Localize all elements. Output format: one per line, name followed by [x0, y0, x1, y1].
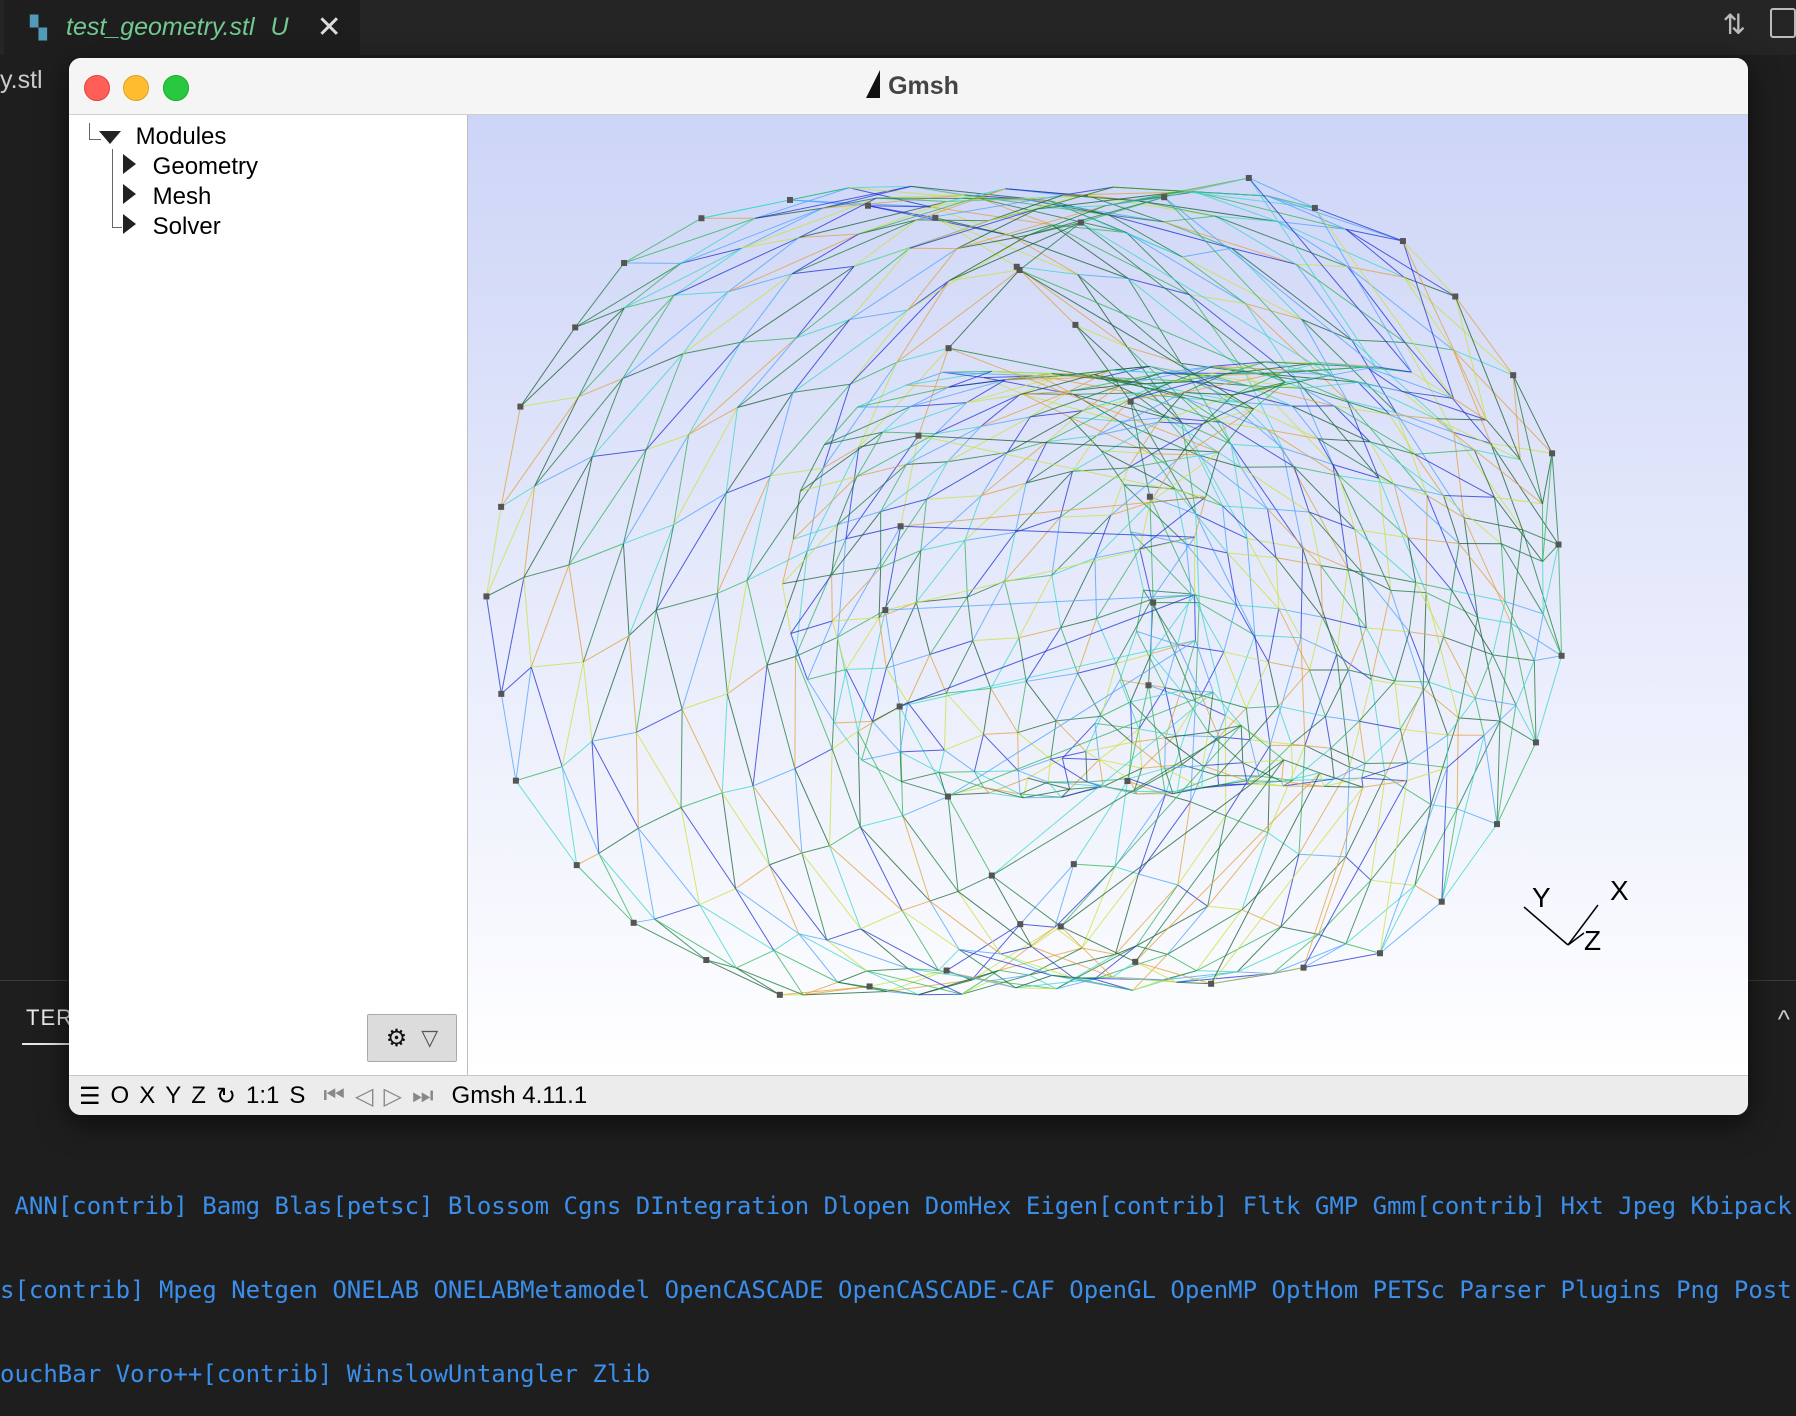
view-z-button[interactable]: Z [191, 1082, 206, 1110]
tree-item-label: Solver [153, 213, 221, 240]
tree-item-modules[interactable]: Modules [87, 123, 226, 151]
tree-line [112, 227, 122, 228]
collapsed-triangle-icon[interactable] [123, 184, 136, 204]
previous-step-icon[interactable]: ◁ [355, 1082, 373, 1111]
window-title: Gmsh [69, 70, 1748, 101]
axis-label-y: Y [1532, 882, 1551, 914]
options-menu-button[interactable]: ⚙ ▽ [367, 1014, 457, 1062]
tree-line [112, 149, 113, 227]
split-editor-icon[interactable] [1770, 8, 1796, 38]
next-step-icon[interactable]: ⏭ [412, 1082, 434, 1110]
gmsh-window: Gmsh Modules Geometry Mesh Solver ⚙ ▽ [69, 58, 1748, 1115]
editor-tab-filename: test_geometry.stl [66, 13, 255, 42]
editor-tab-bar: ▚ test_geometry.stl U ✕ ⇅ [0, 0, 1796, 55]
terminal-line: ouchBar Voro++[contrib] WinslowUntangler… [0, 1360, 1796, 1388]
scale-1to1-button[interactable]: 1:1 [246, 1082, 279, 1110]
play-icon[interactable]: ▷ [383, 1082, 401, 1111]
tree-item-mesh[interactable]: Mesh [123, 183, 211, 211]
module-tree: Modules Geometry Mesh Solver [69, 115, 468, 1075]
view-origin-button[interactable]: O [111, 1082, 130, 1110]
tree-item-label: Geometry [153, 153, 258, 180]
first-step-icon[interactable]: ⏮ [323, 1082, 345, 1110]
breadcrumb[interactable]: y.stl [0, 66, 43, 95]
editor-tab[interactable]: ▚ test_geometry.stl U ✕ [4, 0, 360, 55]
view-y-button[interactable]: Y [165, 1082, 181, 1110]
graphics-viewport[interactable]: X Y Z [468, 115, 1748, 1075]
tree-item-label: Mesh [153, 183, 212, 210]
gmsh-logo-icon [858, 70, 880, 98]
chevron-up-icon[interactable]: ^ [1778, 1004, 1790, 1035]
editor-tab-git-status: U [271, 13, 289, 42]
status-message: Gmsh 4.11.1 [452, 1082, 588, 1110]
gear-icon: ⚙ [386, 1024, 408, 1053]
terminal-line: ANN[contrib] Bamg Blas[petsc] Blossom Cg… [0, 1192, 1796, 1220]
close-icon[interactable]: ✕ [317, 13, 342, 43]
window-title-text: Gmsh [888, 72, 959, 100]
terminal-output: ANN[contrib] Bamg Blas[petsc] Blossom Cg… [0, 1136, 1796, 1416]
expanded-triangle-icon[interactable] [99, 131, 121, 144]
tree-item-label: Modules [136, 123, 227, 150]
collapsed-triangle-icon[interactable] [123, 214, 136, 234]
rotate-icon[interactable]: ↻ [216, 1082, 236, 1111]
axis-label-x: X [1610, 875, 1629, 907]
collapsed-triangle-icon[interactable] [123, 154, 136, 174]
menu-icon[interactable]: ☰ [79, 1082, 101, 1111]
tree-item-solver[interactable]: Solver [123, 213, 221, 241]
terminal-line: s[contrib] Mpeg Netgen ONELAB ONELABMeta… [0, 1276, 1796, 1304]
axis-label-z: Z [1584, 925, 1601, 957]
file-type-icon: ▚ [30, 15, 56, 41]
editor-actions: ⇅ [1723, 8, 1796, 41]
view-x-button[interactable]: X [139, 1082, 155, 1110]
select-button[interactable]: S [289, 1082, 305, 1110]
tree-item-geometry[interactable]: Geometry [123, 153, 258, 181]
panel-tab-terminal[interactable]: TER [26, 1005, 73, 1031]
title-bar[interactable]: Gmsh [69, 58, 1748, 115]
status-bar: ☰ O X Y Z ↻ 1:1 S ⏮ ◁ ▷ ⏭ Gmsh 4.11.1 [69, 1075, 1748, 1115]
compare-changes-icon[interactable]: ⇅ [1723, 8, 1746, 41]
filter-icon: ▽ [421, 1025, 438, 1051]
panel-tab-underline [22, 1043, 70, 1045]
axes-gizmo [468, 115, 1748, 1075]
